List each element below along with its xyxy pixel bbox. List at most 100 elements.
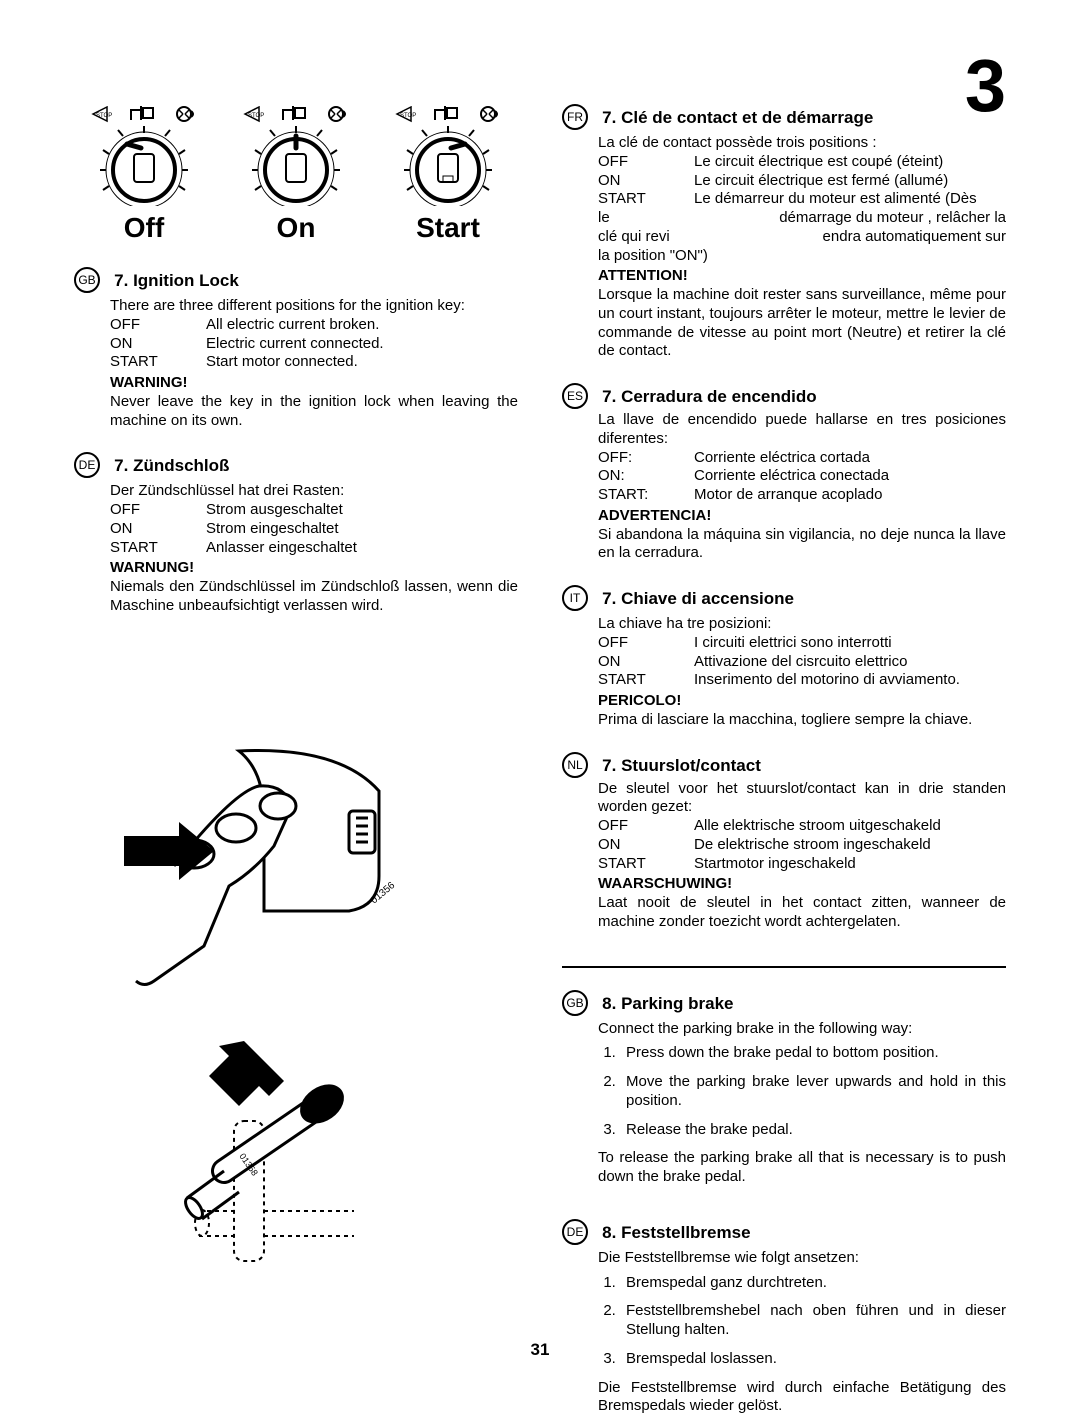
knob-start: STOP Start xyxy=(378,106,518,245)
intro-text: Die Feststellbremse wie folgt ansetzen: xyxy=(598,1249,1006,1268)
kv-key: clé qui revi xyxy=(598,228,694,247)
knob-off-label: Off xyxy=(74,210,214,245)
warning-label: WAARSCHUWING! xyxy=(598,875,1006,894)
kv-value: démarrage du moteur , relâcher la xyxy=(694,209,1006,228)
lever-icon: 01356 xyxy=(124,736,444,996)
parking-brake-lever-figure: 01356 xyxy=(124,736,518,1002)
svg-text:STOP: STOP xyxy=(248,113,264,119)
kv-table: OFF:Corriente eléctrica cortada ON:Corri… xyxy=(598,449,1006,505)
list-item: Bremspedal loslassen. xyxy=(620,1350,1006,1369)
kv-key: START: xyxy=(598,486,694,505)
list-item: Feststellbremshebel nach oben führen und… xyxy=(620,1302,1006,1340)
warning-text: Prima di lasciare la macchina, togliere … xyxy=(598,711,1006,730)
kv-value: Inserimento del motorino di avviamento. xyxy=(694,671,1006,690)
kv-value: Attivazione del cisrcuito elettrico xyxy=(694,653,1006,672)
kv-value: Anlasser eingeschaltet xyxy=(206,539,518,558)
extra-text: la position "ON") xyxy=(598,247,1006,266)
kv-value: Start motor connected. xyxy=(206,353,518,372)
list-item: Press down the brake pedal to bottom pos… xyxy=(620,1044,1006,1063)
knob-off: STOP Off xyxy=(74,106,214,245)
after-text: Die Feststellbremse wird durch einfache … xyxy=(598,1379,1006,1416)
steps-list: Bremspedal ganz durchtreten. Feststellbr… xyxy=(598,1274,1006,1369)
kv-key: ON xyxy=(110,520,206,539)
kv-table: OFFI circuiti elettrici sono interrotti … xyxy=(598,634,1006,690)
section-title: 7. Ignition Lock xyxy=(114,271,239,290)
kv-value: De elektrische stroom ingeschakeld xyxy=(694,836,1006,855)
kv-value: Alle elektrische stroom uitgeschakeld xyxy=(694,817,1006,836)
kv-key: OFF xyxy=(598,634,694,653)
kv-key: ON xyxy=(110,335,206,354)
section-title: 7. Zündschloß xyxy=(114,456,229,475)
kv-value: Strom eingeschaltet xyxy=(206,520,518,539)
lang-badge-it: IT xyxy=(562,585,588,611)
lang-badge-fr: FR xyxy=(562,104,588,130)
kv-key: ON xyxy=(598,172,694,191)
lang-badge-es: ES xyxy=(562,383,588,409)
page-container: 3 xyxy=(74,40,1006,1360)
kv-key: START xyxy=(598,190,694,209)
intro-text: Connect the parking brake in the followi… xyxy=(598,1020,1006,1039)
knob-start-icon: STOP xyxy=(383,106,513,206)
section-title: 7. Stuurslot/contact xyxy=(602,755,761,774)
kv-value: I circuiti elettrici sono interrotti xyxy=(694,634,1006,653)
section-title: 8. Feststellbremse xyxy=(602,1223,750,1242)
section-nl-7: NL 7. Stuurslot/contact De sleutel voor … xyxy=(562,754,1006,932)
knob-on-icon: STOP xyxy=(231,106,361,206)
arrow-icon xyxy=(209,1041,284,1106)
kv-key: le xyxy=(598,209,694,228)
section-title: 7. Cerradura de encendido xyxy=(602,387,816,406)
list-item: Release the brake pedal. xyxy=(620,1121,1006,1140)
lang-badge-gb: GB xyxy=(562,990,588,1016)
left-column: STOP Off xyxy=(74,106,518,1416)
list-item: Move the parking brake lever upwards and… xyxy=(620,1073,1006,1111)
warning-text: Si abandona la máquina sin vigilancia, n… xyxy=(598,526,1006,564)
section-fr-7: FR 7. Clé de contact et de démarrage La … xyxy=(562,106,1006,361)
kv-table: OFFAll electric current broken. ONElectr… xyxy=(110,316,518,372)
page-number: 31 xyxy=(531,1339,550,1360)
knob-off-icon: STOP xyxy=(79,106,209,206)
warning-text: Lorsque la machine doit rester sans surv… xyxy=(598,286,1006,361)
kv-key: START xyxy=(598,855,694,874)
section-it-7: IT 7. Chiave di accensione La chiave ha … xyxy=(562,587,1006,730)
section-de-7: DE 7. Zündschloß Der Zündschlüssel hat d… xyxy=(74,454,518,615)
kv-key: OFF: xyxy=(598,449,694,468)
after-text: To release the parking brake all that is… xyxy=(598,1149,1006,1187)
kv-value: endra automatiquement sur xyxy=(694,228,1006,247)
kv-value: Corriente eléctrica cortada xyxy=(694,449,1006,468)
kv-value: Electric current connected. xyxy=(206,335,518,354)
warning-label: WARNING! xyxy=(110,374,518,393)
intro-text: Der Zündschlüssel hat drei Rasten: xyxy=(110,482,518,501)
lang-badge-de: DE xyxy=(562,1219,588,1245)
lang-badge-gb: GB xyxy=(74,267,100,293)
warning-label: PERICOLO! xyxy=(598,692,1006,711)
kv-key: ON xyxy=(598,836,694,855)
kv-table: OFFLe circuit électrique est coupé (étei… xyxy=(598,153,1006,247)
warning-text: Laat nooit de sleutel in het contact zit… xyxy=(598,894,1006,932)
intro-text: De sleutel voor het stuurslot/contact ka… xyxy=(598,780,1006,818)
kv-table: OFFStrom ausgeschaltet ONStrom eingescha… xyxy=(110,501,518,557)
knob-on: STOP On xyxy=(226,106,366,245)
kv-key: ON xyxy=(598,653,694,672)
warning-text: Niemals den Zündschlüssel im Zündschloß … xyxy=(110,578,518,616)
warning-label: ADVERTENCIA! xyxy=(598,507,1006,526)
section-gb-8: GB 8. Parking brake Connect the parking … xyxy=(562,992,1006,1187)
kv-key: START xyxy=(110,539,206,558)
knob-on-label: On xyxy=(226,210,366,245)
kv-key: OFF xyxy=(110,316,206,335)
section-gb-7: GB 7. Ignition Lock There are three diff… xyxy=(74,269,518,430)
intro-text: La llave de encendido puede hallarse en … xyxy=(598,411,1006,449)
svg-text:STOP: STOP xyxy=(400,113,416,119)
svg-text:STOP: STOP xyxy=(96,113,112,119)
parking-brake-knob-figure: 01358 xyxy=(169,1041,518,1277)
knob-start-label: Start xyxy=(378,210,518,245)
section-title: 8. Parking brake xyxy=(602,993,733,1012)
warning-text: Never leave the key in the ignition lock… xyxy=(110,393,518,431)
kv-value: Le circuit électrique est coupé (éteint) xyxy=(694,153,1006,172)
kv-value: All electric current broken. xyxy=(206,316,518,335)
two-column-layout: STOP Off xyxy=(74,106,1006,1416)
kv-table: OFFAlle elektrische stroom uitgeschakeld… xyxy=(598,817,1006,873)
list-item: Bremspedal ganz durchtreten. xyxy=(620,1274,1006,1293)
kv-value: Le démarreur du moteur est alimenté (Dès xyxy=(694,190,1006,209)
section-title: 7. Chiave di accensione xyxy=(602,589,794,608)
section-title: 7. Clé de contact et de démarrage xyxy=(602,108,873,127)
